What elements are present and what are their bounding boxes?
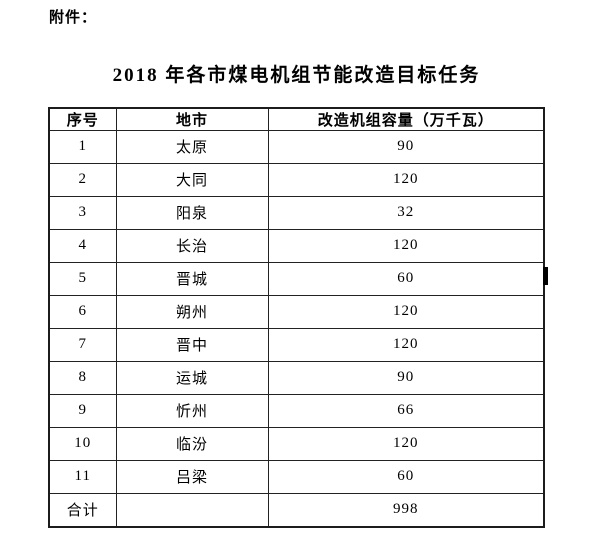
cell-serial: 11 <box>48 459 117 494</box>
table-row: 7 晋中 120 <box>48 327 545 362</box>
cell-capacity: 90 <box>267 360 545 395</box>
table-row: 6 朔州 120 <box>48 294 545 329</box>
cell-city: 晋城 <box>115 261 269 296</box>
table-row: 4 长治 120 <box>48 228 545 263</box>
cell-capacity: 120 <box>267 294 545 329</box>
cell-capacity: 60 <box>267 261 545 296</box>
table-row: 5 晋城 60 <box>48 261 545 296</box>
header-city: 地市 <box>115 107 269 131</box>
cell-total-capacity: 998 <box>267 492 545 528</box>
cell-serial: 10 <box>48 426 117 461</box>
cell-city: 忻州 <box>115 393 269 428</box>
cell-capacity: 120 <box>267 327 545 362</box>
cell-serial: 7 <box>48 327 117 362</box>
cell-serial: 4 <box>48 228 117 263</box>
table-row: 9 忻州 66 <box>48 393 545 428</box>
cell-city: 吕梁 <box>115 459 269 494</box>
table-row: 8 运城 90 <box>48 360 545 395</box>
table-header-row: 序号 地市 改造机组容量（万千瓦） <box>48 107 545 131</box>
scan-artifact-mark <box>543 267 548 285</box>
cell-serial: 8 <box>48 360 117 395</box>
cell-capacity: 32 <box>267 195 545 230</box>
cell-city: 阳泉 <box>115 195 269 230</box>
attachment-label: 附件： <box>49 10 98 26</box>
cell-serial: 3 <box>48 195 117 230</box>
cell-capacity: 120 <box>267 228 545 263</box>
cell-city: 临汾 <box>115 426 269 461</box>
cell-city: 大同 <box>115 162 269 197</box>
cell-serial: 6 <box>48 294 117 329</box>
cell-capacity: 66 <box>267 393 545 428</box>
cell-serial: 5 <box>48 261 117 296</box>
cell-city: 长治 <box>115 228 269 263</box>
cell-city: 朔州 <box>115 294 269 329</box>
cell-serial: 9 <box>48 393 117 428</box>
header-capacity: 改造机组容量（万千瓦） <box>267 107 545 131</box>
cell-total-city-empty <box>115 492 269 528</box>
table-row: 11 吕梁 60 <box>48 459 545 494</box>
cell-capacity: 120 <box>267 162 545 197</box>
page-title: 2018 年各市煤电机组节能改造目标任务 <box>112 65 481 86</box>
cell-capacity: 120 <box>267 426 545 461</box>
retrofit-target-table: 序号 地市 改造机组容量（万千瓦） 1 太原 90 2 大同 120 3 阳泉 … <box>48 107 545 528</box>
header-serial-number: 序号 <box>48 107 117 131</box>
cell-total-label: 合计 <box>48 492 117 528</box>
cell-city: 晋中 <box>115 327 269 362</box>
cell-capacity: 60 <box>267 459 545 494</box>
cell-serial: 1 <box>48 130 117 164</box>
cell-city: 运城 <box>115 360 269 395</box>
table-row: 2 大同 120 <box>48 162 545 197</box>
table-total-row: 合计 998 <box>48 492 545 528</box>
cell-city: 太原 <box>115 130 269 164</box>
table-row: 3 阳泉 32 <box>48 195 545 230</box>
table-row: 1 太原 90 <box>48 130 545 164</box>
table-row: 10 临汾 120 <box>48 426 545 461</box>
cell-capacity: 90 <box>267 130 545 164</box>
cell-serial: 2 <box>48 162 117 197</box>
